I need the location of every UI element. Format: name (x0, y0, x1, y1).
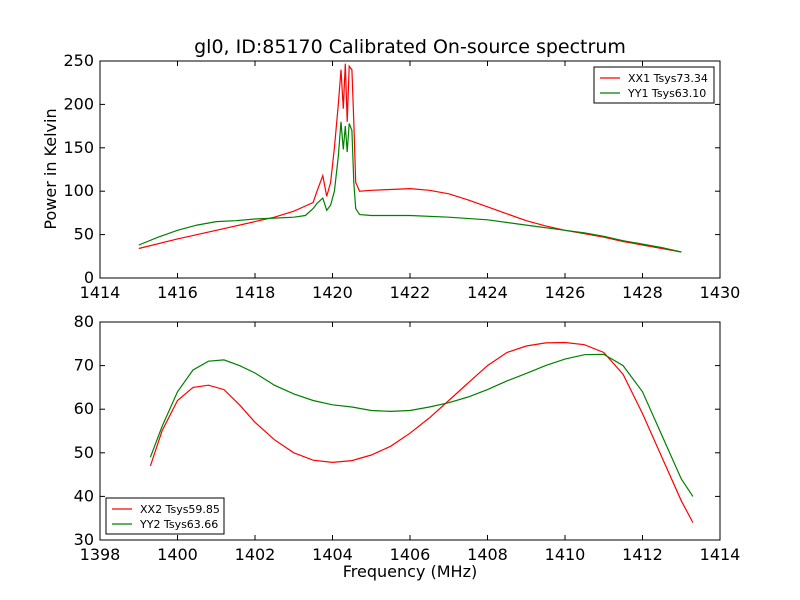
y-tick-label-0-5: 250 (63, 51, 94, 70)
y-tick-label-1-4: 70 (74, 356, 94, 375)
x-tick-label-0-6: 1426 (545, 283, 586, 302)
x-tick-label-1-3: 1404 (312, 545, 353, 564)
y-tick-label-0-1: 50 (74, 225, 94, 244)
bottom-plot-xlabel: Frequency (MHz) (343, 562, 477, 581)
legend-label-0-0: XX1 Tsys73.34 (628, 72, 708, 85)
legend-label-1-1: YY2 Tsys63.66 (139, 518, 218, 531)
x-tick-label-1-8: 1414 (700, 545, 741, 564)
y-tick-label-1-3: 60 (74, 399, 94, 418)
y-tick-label-1-2: 50 (74, 443, 94, 462)
x-tick-label-0-5: 1424 (467, 283, 508, 302)
x-tick-label-0-4: 1422 (390, 283, 431, 302)
series-line-1-1 (149, 353, 694, 497)
x-tick-label-0-1: 1416 (157, 283, 198, 302)
bottom-plot: 1398 1400 1402 1404 1406 1408 1410 1412 1414 30 40… (74, 312, 741, 564)
top-plot-ylabel: Power in Kelvin (41, 108, 60, 229)
x-tick-label-0-8: 1430 (700, 283, 741, 302)
legend-box-0 (593, 66, 715, 104)
y-tick-label-1-0: 30 (74, 530, 94, 549)
top-plot: 1414 1416 1418 1420 1422 1424 1426 1428 1430 0 50 1… (63, 51, 740, 302)
x-tick-label-1-4: 1406 (390, 545, 431, 564)
y-tick-label-0-3: 150 (63, 138, 94, 157)
x-tick-label-1-1: 1400 (157, 545, 198, 564)
chart-title: gl0, ID:85170 Calibrated On-source spect… (194, 36, 626, 58)
x-tick-label-0-3: 1420 (312, 283, 353, 302)
x-tick-label-0-0: 1414 (80, 283, 121, 302)
y-tick-label-0-0: 0 (84, 268, 94, 287)
y-tick-label-0-2: 100 (63, 181, 94, 200)
legend-label-1-0: XX2 Tsys59.85 (140, 503, 220, 516)
x-tick-label-1-5: 1408 (467, 545, 508, 564)
y-tick-label-1-5: 80 (74, 312, 94, 331)
x-tick-label-0-2: 1418 (235, 283, 276, 302)
series-line-1-0 (149, 341, 694, 523)
y-tick-label-1-1: 40 (74, 486, 94, 505)
x-tick-label-1-0: 1398 (80, 545, 121, 564)
x-tick-label-1-6: 1410 (545, 545, 586, 564)
x-tick-label-0-7: 1428 (622, 283, 663, 302)
x-tick-label-1-2: 1402 (235, 545, 276, 564)
y-tick-label-0-4: 200 (63, 94, 94, 113)
legend-label-0-1: YY1 Tsys63.10 (627, 87, 706, 100)
series-line-0-0 (138, 63, 682, 253)
x-tick-label-1-7: 1412 (622, 545, 663, 564)
series-line-0-1 (138, 121, 682, 253)
legend-box-1 (105, 497, 225, 535)
